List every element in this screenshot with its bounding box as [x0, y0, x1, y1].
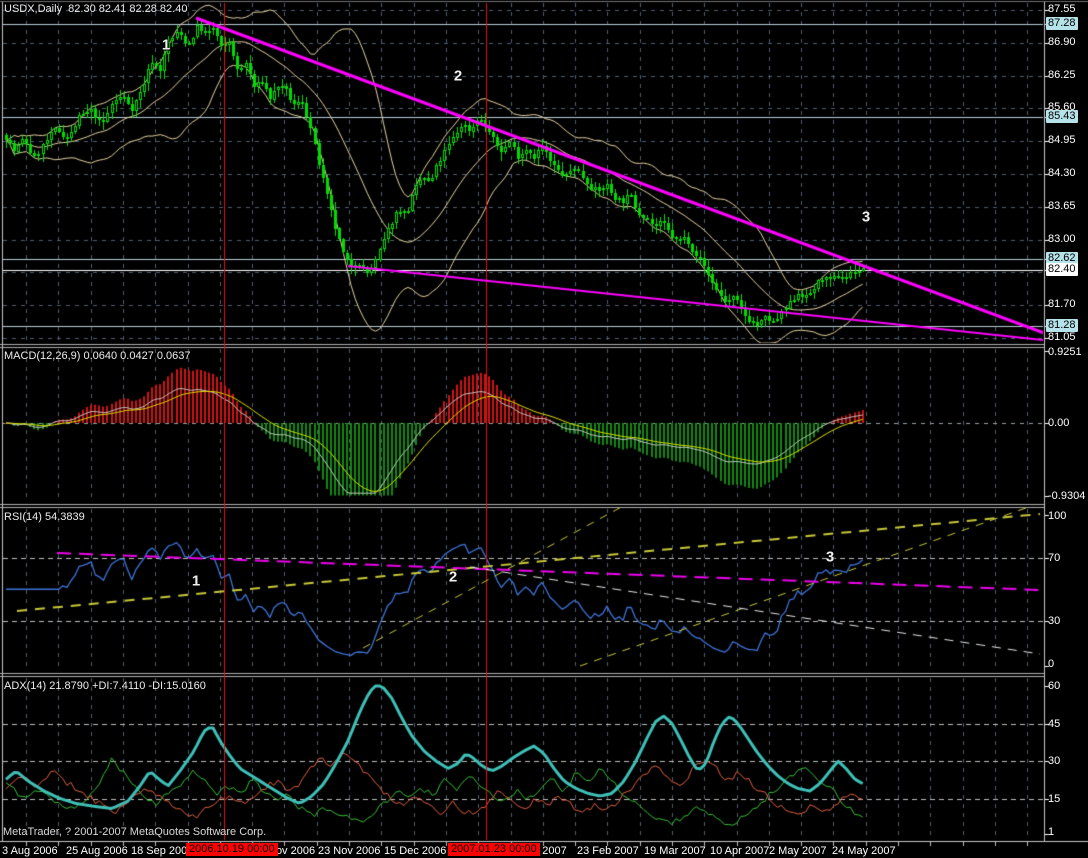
adx-scale-label: 60 [1048, 680, 1061, 692]
rsi-scale-label: 70 [1048, 551, 1061, 564]
price-axis-label: 84.30 [1048, 167, 1076, 179]
price-axis-label: 83.65 [1048, 199, 1076, 212]
price-axis-highlight-label: 85.43 [1046, 109, 1078, 123]
chart-symbol-header: USDX,Daily 82.30 82.41 82.28 82.40 [4, 3, 188, 15]
annotation-label-main: 2 [453, 67, 463, 85]
time-axis-label: Nov 2006 [268, 845, 316, 857]
price-axis-label: 81.05 [1048, 331, 1076, 343]
price-axis-label: 86.25 [1048, 68, 1076, 81]
price-axis-label: 86.90 [1048, 35, 1076, 48]
annotation-label-main: 3 [861, 208, 871, 226]
annotation-label-main: 1 [161, 36, 171, 54]
time-axis-label: 24 May 2007 [832, 845, 896, 857]
time-axis-marker-label: 2007.01.23 00:00 [448, 843, 540, 856]
annotation-label-rsi: 1 [191, 572, 201, 590]
rsi-indicator-label: RSI(14) 54.3839 [4, 511, 85, 523]
macd-indicator-label: MACD(12,26,9) 0.0640 0.0427 0.0637 [4, 350, 191, 362]
time-axis-label: 23 Nov 2006 [318, 845, 381, 857]
annotation-label-rsi: 2 [448, 568, 458, 586]
price-axis-highlight-label: 87.28 [1046, 16, 1078, 30]
price-axis-label: 84.95 [1048, 134, 1076, 147]
rsi-scale-label: 0 [1048, 658, 1055, 670]
rsi-scale-label: 30 [1048, 614, 1061, 627]
time-axis-label: 2 May 2007 [769, 845, 827, 857]
price-axis-highlight-label: 81.28 [1046, 319, 1078, 333]
time-axis-label: 10 Apr 2007 [710, 845, 770, 857]
time-axis-label: 23 Feb 2007 [577, 845, 639, 857]
time-axis-label: 15 Dec 2006 [384, 845, 447, 857]
time-axis[interactable]: 3 Aug 2006 25 Aug 2006 18 Sep 2006 Nov 2006… [0, 842, 1088, 858]
adx-scale-label: 30 [1048, 755, 1061, 767]
metatrader-watermark: MetaTrader, ? 2001-2007 MetaQuotes Softw… [3, 826, 267, 838]
macd-scale-label: 0.9251 [1048, 346, 1082, 358]
price-axis-highlight-label: 82.62 [1046, 251, 1078, 265]
time-axis-label: 18 Sep 2006 [131, 845, 194, 857]
adx-scale-label: 1 [1048, 826, 1055, 838]
price-axis-label: 87.55 [1048, 3, 1076, 15]
adx-scale-label: 15 [1048, 792, 1061, 805]
macd-scale-label: -0.9304 [1048, 489, 1086, 502]
price-axis-label: 83.00 [1048, 232, 1076, 245]
time-axis-label: 19 Mar 2007 [644, 845, 706, 857]
time-axis-label: 3 Aug 2006 [2, 845, 58, 857]
adx-indicator-label: ADX(14) 21.8790 +DI:7.4110 -DI:15.0160 [4, 680, 206, 692]
annotation-label-rsi: 3 [825, 548, 835, 566]
price-axis[interactable]: 87.55 86.90 86.25 85.60 84.95 84.30 83.65 83.00… [1045, 0, 1088, 842]
time-axis-label: 25 Aug 2006 [66, 845, 128, 857]
macd-scale-label: 0.00 [1048, 417, 1070, 429]
rsi-scale-label: 100 [1048, 510, 1067, 522]
price-axis-highlight-label: 82.40 [1046, 262, 1078, 276]
time-axis-marker-label: 2006.10.19 00:00 [186, 843, 278, 856]
adx-scale-label: 45 [1048, 717, 1061, 730]
price-axis-label: 81.70 [1048, 298, 1076, 311]
